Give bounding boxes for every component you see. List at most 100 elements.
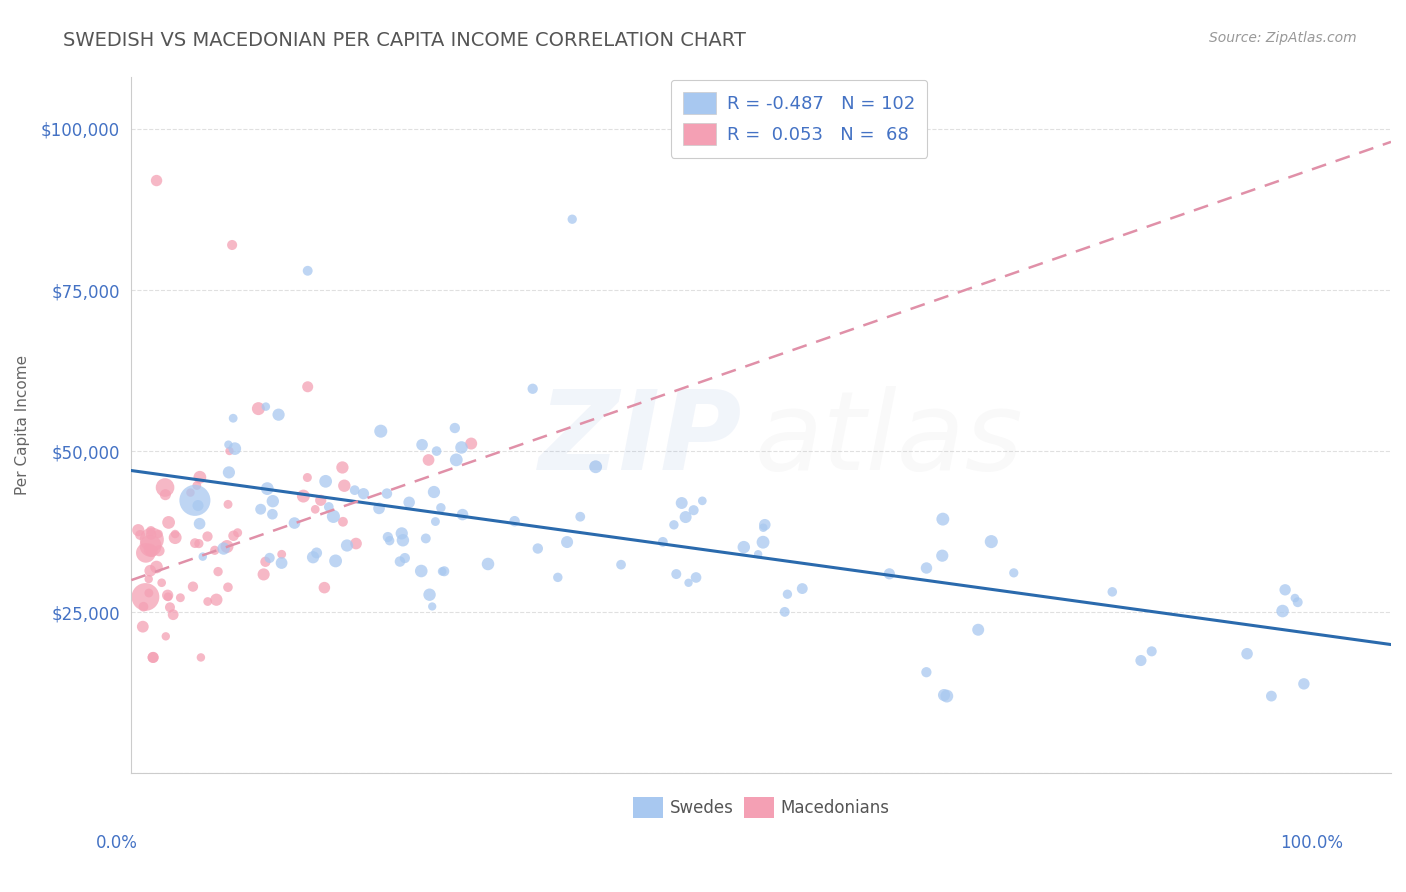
Point — [343, 483, 366, 498]
Point — [1271, 604, 1294, 618]
Point — [249, 502, 271, 516]
Point — [159, 600, 181, 615]
Point — [344, 536, 367, 550]
Point — [134, 590, 156, 604]
Point — [747, 547, 769, 561]
Point — [297, 264, 319, 278]
Point — [752, 521, 775, 535]
Point — [773, 605, 796, 619]
Point — [375, 486, 398, 500]
Point — [270, 556, 292, 570]
Point — [197, 594, 219, 608]
Point — [682, 503, 704, 517]
Point — [692, 493, 714, 508]
Point — [1140, 644, 1163, 658]
Point — [1260, 689, 1282, 703]
Point — [218, 444, 240, 458]
Point — [585, 459, 607, 474]
Point — [283, 516, 305, 530]
Point — [388, 555, 411, 569]
Point — [419, 588, 441, 602]
Point — [184, 536, 207, 550]
Point — [138, 586, 160, 600]
Point — [420, 599, 443, 614]
Point — [610, 558, 633, 572]
Point — [411, 564, 433, 578]
Point — [398, 495, 420, 509]
Point — [1236, 647, 1258, 661]
Point — [967, 623, 990, 637]
Point — [191, 549, 214, 564]
Point — [377, 530, 399, 544]
Point — [460, 436, 482, 450]
Point — [392, 533, 415, 548]
Point — [935, 689, 957, 703]
Text: 0.0%: 0.0% — [96, 834, 138, 852]
Point — [142, 650, 165, 665]
Point — [450, 441, 472, 455]
Point — [157, 590, 180, 604]
Point — [217, 580, 239, 594]
Point — [555, 535, 578, 549]
Text: ZIP: ZIP — [538, 386, 742, 493]
Point — [217, 497, 239, 511]
Point — [931, 549, 953, 563]
Point — [547, 570, 569, 584]
Point — [270, 547, 292, 561]
Point — [1286, 595, 1309, 609]
Point — [776, 587, 799, 601]
Point — [155, 488, 177, 502]
Point — [1101, 585, 1123, 599]
Point — [752, 535, 775, 549]
Point — [418, 453, 440, 467]
Point — [254, 555, 277, 569]
Point — [980, 534, 1002, 549]
Point — [336, 539, 359, 553]
Point — [333, 479, 356, 493]
Point — [451, 508, 474, 522]
Point — [446, 453, 468, 467]
Point — [430, 565, 453, 579]
Point — [318, 500, 340, 514]
Point — [569, 509, 592, 524]
Point — [132, 620, 155, 634]
Point — [932, 688, 955, 702]
Point — [222, 411, 245, 425]
Point — [139, 564, 162, 578]
Point — [247, 401, 270, 416]
Point — [430, 500, 453, 515]
Point — [678, 575, 700, 590]
Point — [207, 565, 229, 579]
Point — [754, 517, 776, 532]
Point — [368, 501, 391, 516]
Point — [145, 560, 167, 574]
Point — [1292, 677, 1315, 691]
Point — [222, 529, 245, 543]
Point — [165, 527, 187, 541]
Point — [561, 212, 583, 227]
Point — [665, 567, 688, 582]
Point — [188, 470, 211, 484]
Point — [391, 526, 413, 541]
Point — [332, 515, 354, 529]
Point — [304, 502, 326, 516]
Point — [169, 591, 191, 605]
Point — [184, 493, 207, 508]
Point — [226, 525, 249, 540]
Point — [1129, 654, 1152, 668]
Point — [443, 421, 465, 435]
Text: 100.0%: 100.0% — [1279, 834, 1343, 852]
Point — [148, 543, 170, 558]
Point — [1274, 582, 1296, 597]
Point — [188, 516, 211, 531]
Point — [685, 570, 707, 584]
Point — [224, 442, 246, 456]
Point — [262, 494, 284, 508]
Point — [792, 582, 814, 596]
Point — [135, 546, 157, 560]
Point — [305, 546, 328, 560]
Point — [671, 496, 693, 510]
Point — [315, 475, 337, 489]
Point — [651, 534, 673, 549]
Point — [297, 470, 319, 484]
